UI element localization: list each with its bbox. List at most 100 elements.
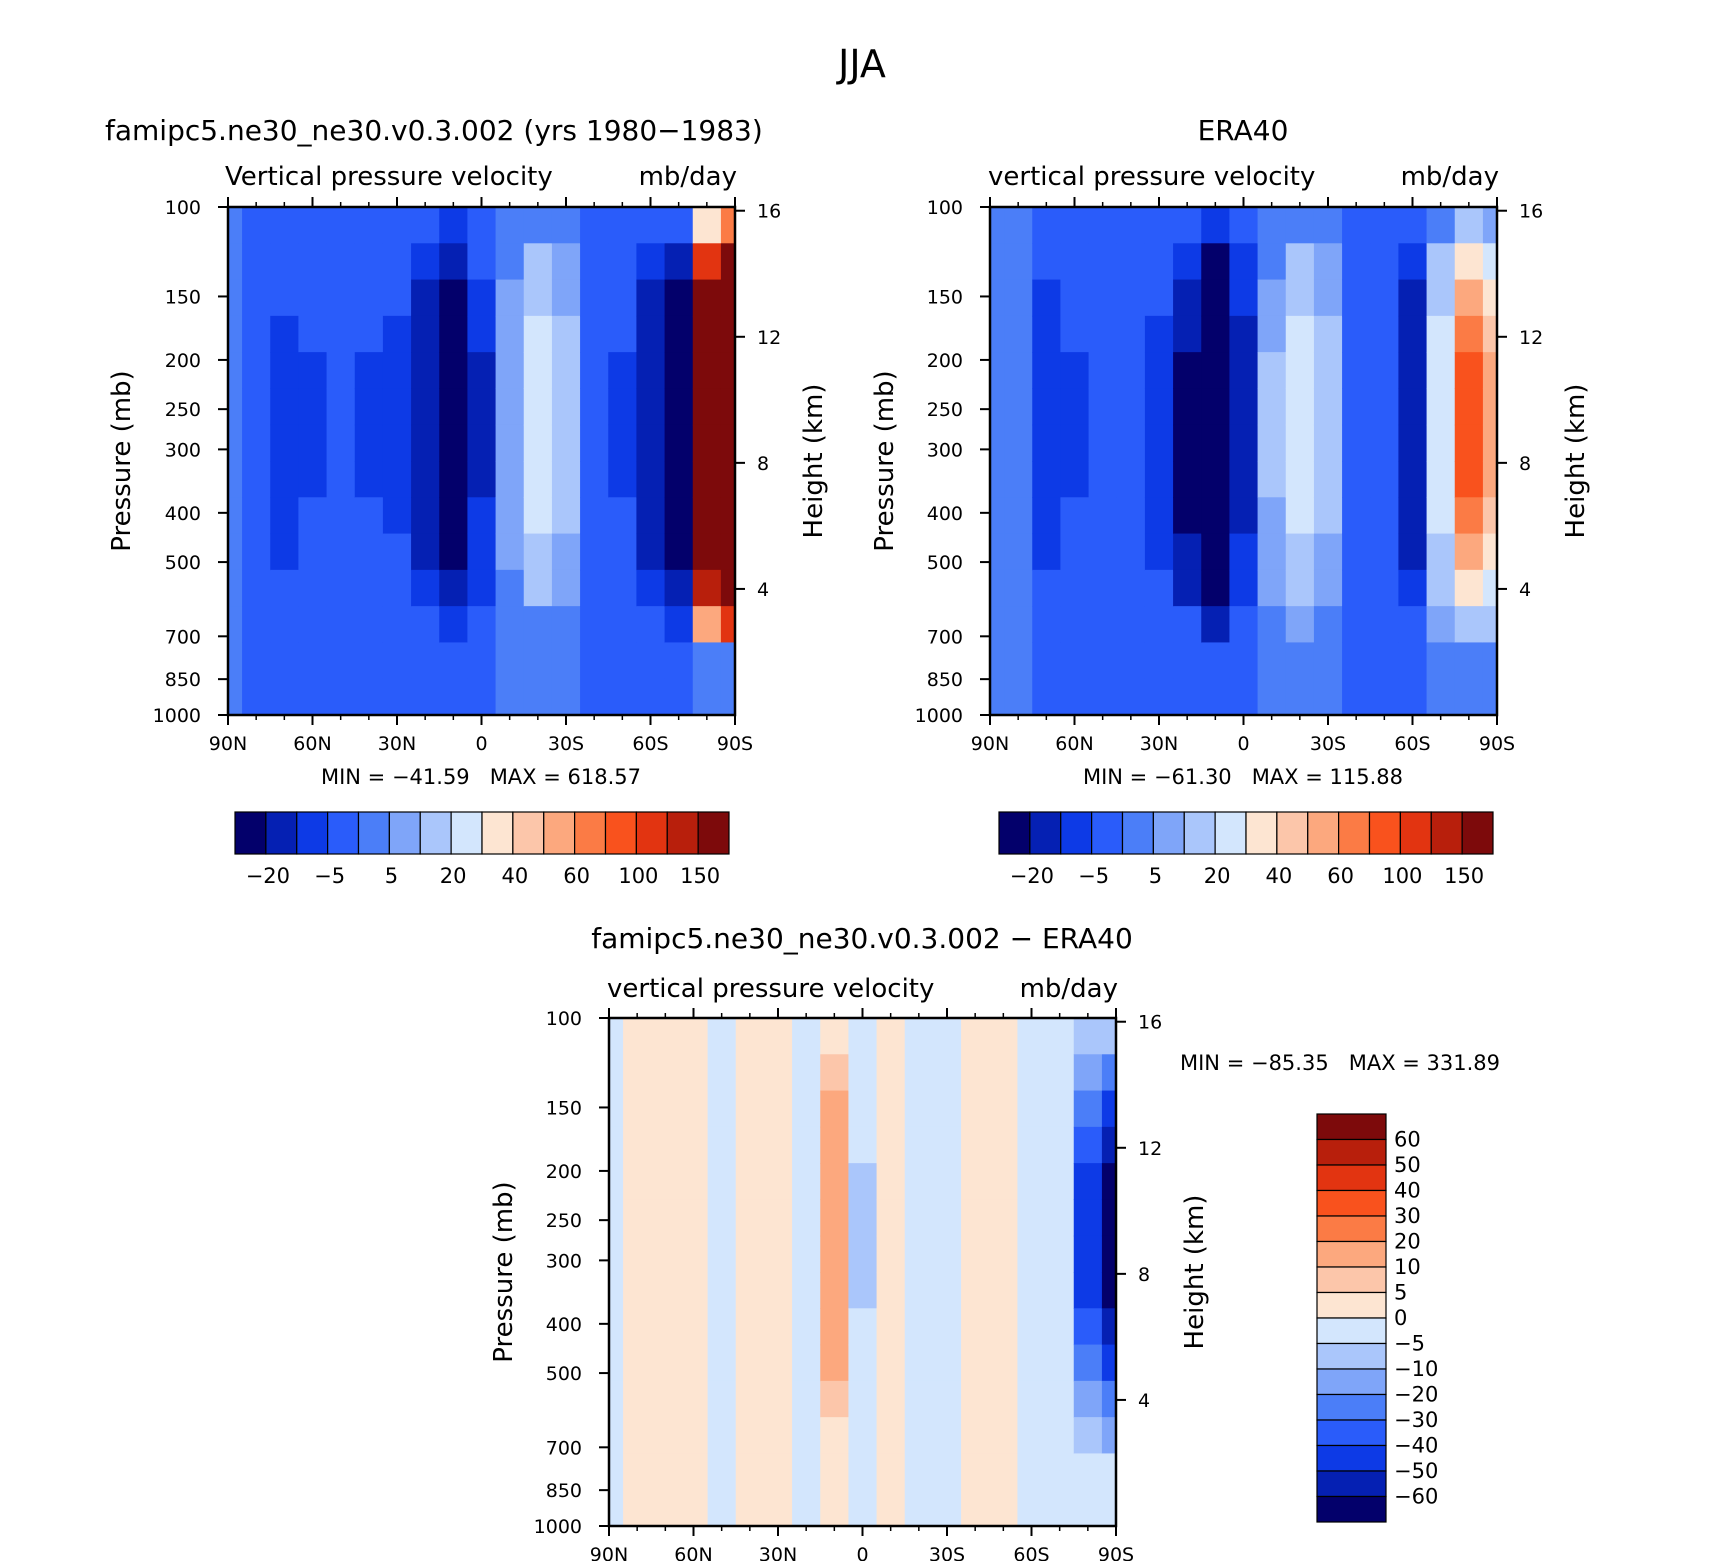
contour-cell — [326, 388, 356, 426]
contour-cell — [1073, 1380, 1103, 1418]
y-tick-label: 150 — [927, 286, 963, 308]
contour-cell — [326, 461, 356, 498]
contour-cell — [495, 606, 525, 644]
contour-cell — [1173, 642, 1202, 680]
contour-cell — [1116, 642, 1146, 680]
contour-cell — [763, 1453, 793, 1491]
contour-cell — [1201, 388, 1231, 426]
contour-cell — [876, 1344, 906, 1382]
contour-cell — [411, 424, 440, 462]
colorbar-label: 20 — [440, 864, 467, 888]
colorbar-label: 40 — [1266, 864, 1293, 888]
contour-cell — [242, 424, 271, 462]
contour-cell — [1285, 279, 1315, 317]
contour-cell — [467, 606, 497, 644]
contour-cell — [608, 388, 638, 426]
colorbar-label: 5 — [385, 864, 398, 888]
contour-cell — [1032, 606, 1062, 644]
contour-cell — [792, 1054, 821, 1092]
contour-cell — [439, 388, 469, 426]
contour-cell — [1116, 533, 1146, 571]
contour-cell — [989, 1453, 1019, 1491]
contour-cell — [411, 569, 440, 607]
contour-cell — [354, 461, 384, 498]
contour-cell — [439, 642, 469, 680]
contour-cell — [1257, 533, 1287, 571]
contour-cell — [636, 207, 666, 244]
contour-cell — [623, 1199, 652, 1237]
contour-cell — [1370, 279, 1400, 317]
contour-cell — [820, 1344, 850, 1382]
colorbar-label: 100 — [1382, 864, 1422, 888]
contour-cell — [623, 1344, 652, 1382]
colorbar-swatch — [234, 811, 267, 855]
colorbar-label: −30 — [1394, 1408, 1438, 1432]
contour-cell — [763, 1126, 793, 1164]
contour-cell — [876, 1308, 906, 1346]
y-tick-label: 200 — [927, 350, 963, 372]
contour-cell — [467, 243, 497, 281]
contour-cell — [1101, 1417, 1116, 1455]
contour-cell — [679, 1199, 709, 1237]
colorbar-swatch — [1276, 811, 1309, 855]
contour-cell — [495, 533, 525, 571]
contour-cell — [636, 642, 666, 680]
contour-cell — [382, 461, 412, 498]
contour-cell — [763, 1235, 793, 1273]
contour-cell — [1229, 424, 1259, 462]
colorbar-label: 150 — [1444, 864, 1484, 888]
contour-cell — [551, 388, 581, 426]
contour-cell — [990, 642, 1005, 680]
contour-cell — [623, 1308, 652, 1346]
x-tick-label: 60N — [293, 733, 331, 755]
contour-cell — [1229, 315, 1259, 353]
min-max-stats: MIN = −85.35 MAX = 331.89 — [1180, 1051, 1500, 1075]
colorbar-label: −20 — [246, 864, 290, 888]
contour-cell — [1201, 533, 1231, 571]
contour-cell — [1032, 207, 1062, 244]
contour-cell — [1342, 315, 1371, 353]
contour-cell — [1370, 606, 1400, 644]
contour-cell — [1482, 243, 1497, 281]
contour-cell — [1370, 533, 1400, 571]
contour-cell — [354, 352, 384, 390]
contour-cell — [1229, 642, 1259, 680]
contour-cell — [1073, 1126, 1103, 1164]
panel-subtitle-right: mb/day — [1401, 162, 1499, 192]
contour-cell — [707, 1344, 737, 1382]
contour-cell — [354, 642, 384, 680]
contour-cell — [1201, 497, 1231, 535]
contour-cell — [1144, 388, 1174, 426]
contour-cell — [679, 1272, 709, 1309]
contour-cell — [679, 1090, 709, 1128]
contour-cell — [735, 1453, 765, 1491]
contour-cell — [720, 533, 735, 571]
contour-cell — [1313, 279, 1343, 317]
contour-cell — [990, 461, 1005, 498]
y2-tick-label: 16 — [1519, 201, 1543, 223]
x-tick-label: 0 — [856, 1544, 868, 1561]
contour-cell — [848, 1018, 878, 1055]
contour-cell — [1004, 279, 1033, 317]
contour-cell — [580, 642, 609, 680]
contour-cell — [651, 1380, 681, 1418]
contour-cell — [326, 315, 356, 353]
contour-cell — [932, 1489, 962, 1526]
contour-cell — [692, 497, 722, 535]
colorbar-label: −5 — [1394, 1332, 1425, 1356]
y-axis-label: Pressure (mb) — [107, 370, 137, 551]
contour-cell — [763, 1380, 793, 1418]
contour-cell — [1088, 279, 1118, 317]
contour-cell — [1482, 497, 1497, 535]
contour-cell — [439, 352, 469, 390]
contour-cell — [242, 352, 271, 390]
contour-cell — [1032, 533, 1062, 571]
contour-cell — [932, 1308, 962, 1346]
contour-cell — [242, 315, 271, 353]
contour-cell — [298, 279, 328, 317]
contour-cell — [1229, 678, 1259, 715]
contour-cell — [580, 461, 609, 498]
colorbar: −20 −5 5 20 40 60 100 150 — [234, 811, 730, 888]
contour-cell — [1370, 315, 1400, 353]
y2-tick-label: 16 — [757, 201, 781, 223]
